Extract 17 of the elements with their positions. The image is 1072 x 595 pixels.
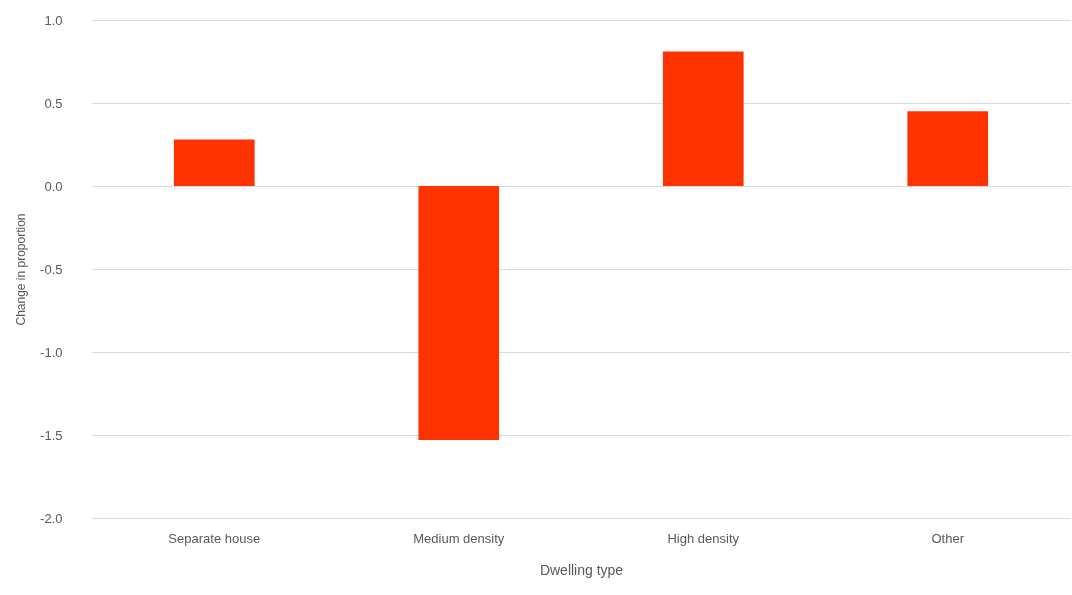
y-axis-title: Change in proportion: [14, 213, 29, 326]
x-axis-title: Dwelling type: [539, 561, 624, 578]
y-tick-label: -1.0: [40, 344, 63, 360]
y-tick-label: 0.0: [44, 178, 63, 194]
bar: [418, 186, 500, 440]
y-tick-label: -2.0: [40, 510, 63, 526]
x-tick-label: High density: [667, 530, 740, 546]
y-tick-label: -1.5: [40, 427, 63, 443]
x-tick-label: Medium density: [413, 530, 505, 546]
y-tick-label: 1.0: [44, 12, 63, 28]
y-tick-label: -0.5: [40, 261, 63, 277]
bar: [173, 139, 255, 186]
x-tick-label: Other: [931, 530, 965, 546]
x-tick-label: Separate house: [168, 530, 261, 546]
bar: [907, 111, 989, 186]
y-tick-label: 0.5: [44, 95, 63, 111]
bar: [662, 51, 744, 186]
